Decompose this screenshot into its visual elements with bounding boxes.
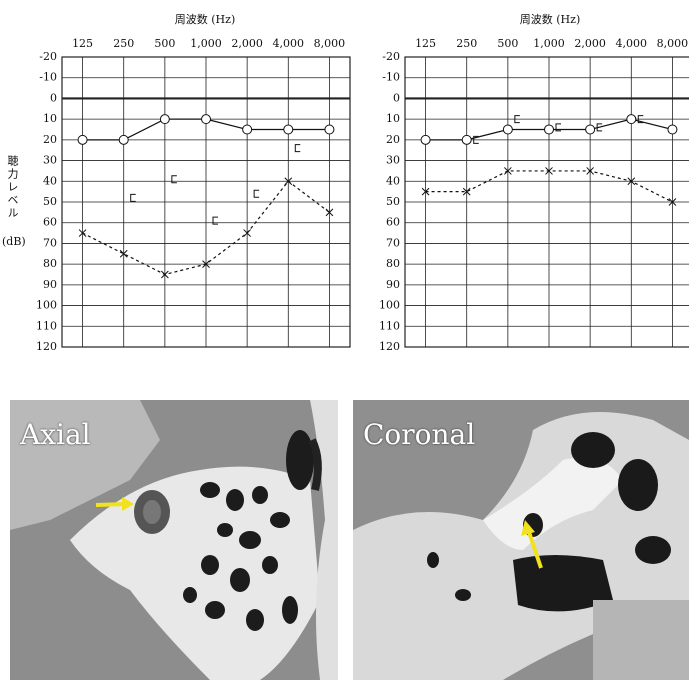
marker-circle: [421, 135, 430, 144]
x-axis-title: 周波数 (Hz): [175, 13, 235, 26]
y-tick-label: 90: [43, 278, 57, 291]
y-tick-label: 100: [36, 299, 57, 312]
marker-circle: [202, 115, 211, 124]
y-tick-label: 30: [386, 154, 400, 167]
y-tick-label: 50: [386, 195, 400, 208]
x-tick-label: 250: [113, 37, 134, 50]
marker-bracket: [254, 190, 259, 197]
marker-circle: [78, 135, 87, 144]
x-tick-label: 1,000: [533, 37, 565, 50]
y-axis-unit: (dB): [2, 235, 26, 248]
x-tick-label: 8,000: [314, 37, 346, 50]
y-tick-label: 40: [386, 174, 400, 187]
x-tick-label: 4,000: [273, 37, 305, 50]
y-tick-label: 20: [43, 133, 57, 146]
y-tick-label: 90: [386, 278, 400, 291]
y-tick-label: 110: [36, 319, 57, 332]
image-label: Coronal: [363, 418, 475, 451]
y-tick-label: 60: [386, 216, 400, 229]
y-tick-label: 0: [393, 91, 400, 104]
y-tick-label: 10: [386, 112, 400, 125]
audiogram: 周波数 (Hz) -20 -10 0 10 20 30 40 50 60 70 80 90 100 110 1…: [355, 0, 689, 360]
y-tick-label: 70: [43, 236, 57, 249]
ct-image: Axial: [10, 400, 338, 680]
x-tick-label: 4,000: [616, 37, 648, 50]
image-label: Axial: [20, 418, 91, 451]
y-tick-label: 110: [379, 319, 400, 332]
y-tick-label: 60: [43, 216, 57, 229]
y-tick-label: -10: [39, 71, 57, 84]
y-tick-label: -10: [382, 71, 400, 84]
marker-circle: [668, 125, 677, 134]
y-tick-label: -20: [39, 50, 57, 63]
y-tick-label: 30: [43, 154, 57, 167]
marker-circle: [545, 125, 554, 134]
marker-circle: [627, 115, 636, 124]
x-tick-label: 125: [72, 37, 93, 50]
x-tick-label: 500: [497, 37, 518, 50]
y-tick-label: -20: [382, 50, 400, 63]
marker-circle: [462, 135, 471, 144]
y-tick-label: 120: [379, 340, 400, 353]
y-tick-label: 0: [50, 91, 57, 104]
y-tick-label: 100: [379, 299, 400, 312]
y-tick-label: 80: [386, 257, 400, 270]
x-tick-label: 2,000: [231, 37, 263, 50]
ct-image: Coronal: [353, 400, 689, 680]
marker-circle: [284, 125, 293, 134]
marker-circle: [325, 125, 334, 134]
audiogram: 周波数 (Hz) 聴力レベル (dB) -20 -10 0 10 20 30 40 50 60 70 80…: [0, 0, 355, 360]
marker-bracket: [131, 194, 136, 201]
y-tick-label: 20: [386, 133, 400, 146]
x-tick-label: 500: [154, 37, 175, 50]
figure: 周波数 (Hz) 聴力レベル (dB) -20 -10 0 10 20 30 40 50 60 70 80…: [0, 0, 689, 680]
y-tick-label: 70: [386, 236, 400, 249]
y-tick-label: 10: [43, 112, 57, 125]
marker-circle: [243, 125, 252, 134]
x-tick-label: 1,000: [190, 37, 222, 50]
x-tick-label: 8,000: [657, 37, 689, 50]
marker-bracket: [295, 145, 300, 152]
marker-circle: [586, 125, 595, 134]
x-tick-label: 2,000: [574, 37, 606, 50]
marker-circle: [119, 135, 128, 144]
marker-circle: [503, 125, 512, 134]
y-tick-label: 50: [43, 195, 57, 208]
x-tick-label: 250: [456, 37, 477, 50]
y-axis-title: 聴力レベル: [6, 155, 19, 220]
y-tick-label: 40: [43, 174, 57, 187]
x-axis-title: 周波数 (Hz): [520, 13, 580, 26]
x-tick-label: 125: [415, 37, 436, 50]
y-tick-label: 80: [43, 257, 57, 270]
y-tick-label: 120: [36, 340, 57, 353]
marker-circle: [160, 115, 169, 124]
